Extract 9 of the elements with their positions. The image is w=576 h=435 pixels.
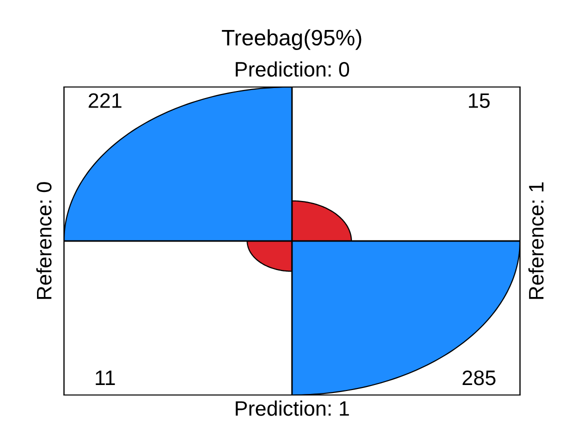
- text: Reference: 0: [36, 182, 52, 299]
- text: Prediction: 0: [236, 61, 350, 77]
- data-label: 221: [88, 93, 122, 108]
- text: Treebag(95%): [222, 29, 362, 50]
- data-label: 285: [462, 370, 496, 386]
- data-label: 15: [468, 93, 490, 108]
- data-label: 11: [96, 370, 115, 385]
- text: Prediction: 1: [236, 400, 349, 416]
- text: Reference: 1: [528, 182, 544, 299]
